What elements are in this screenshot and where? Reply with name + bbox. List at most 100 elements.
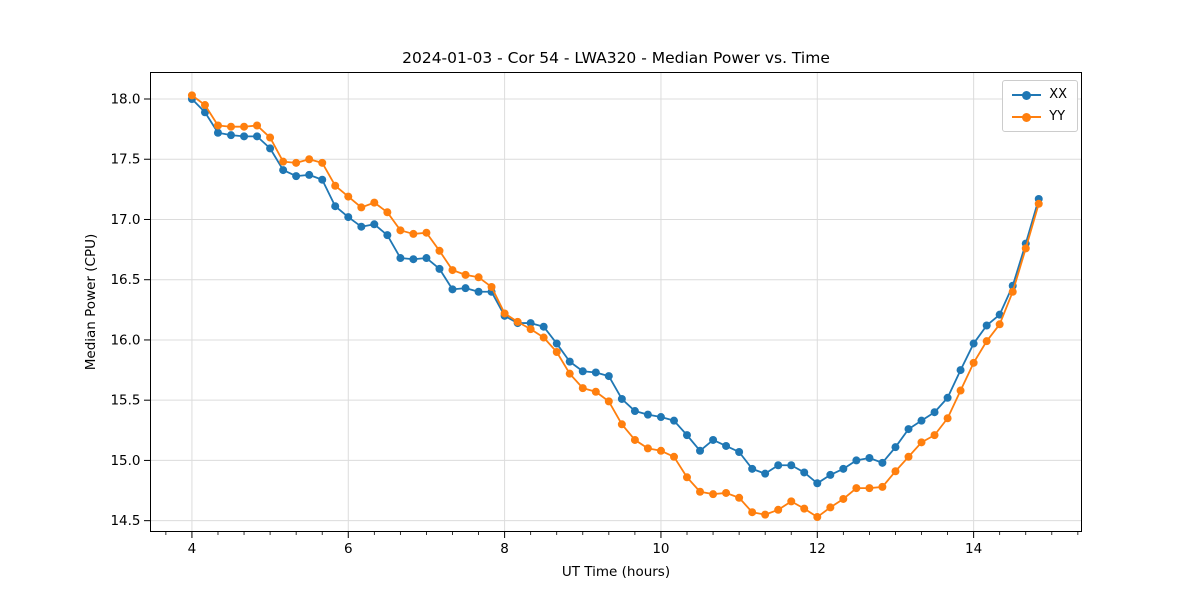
series-marker-YY	[344, 192, 353, 201]
series-marker-YY	[318, 158, 327, 167]
series-marker-XX	[761, 469, 770, 478]
series-marker-YY	[982, 337, 991, 346]
series-marker-YY	[422, 228, 431, 237]
series-marker-YY	[969, 358, 978, 367]
series-marker-YY	[435, 246, 444, 255]
series-marker-YY	[1034, 199, 1043, 208]
series-marker-XX	[227, 131, 236, 140]
series-marker-XX	[682, 431, 691, 440]
series-marker-YY	[305, 155, 314, 164]
series-marker-XX	[813, 479, 822, 488]
series-marker-YY	[487, 282, 496, 291]
series-marker-XX	[253, 132, 262, 141]
series-marker-XX	[591, 368, 600, 377]
series-marker-XX	[656, 413, 665, 422]
series-marker-XX	[982, 321, 991, 330]
data-series	[187, 91, 1043, 522]
series-marker-XX	[748, 464, 757, 473]
series-marker-XX	[331, 202, 340, 211]
series-marker-XX	[630, 407, 639, 416]
series-marker-YY	[370, 198, 379, 207]
series-marker-XX	[565, 357, 574, 366]
series-marker-XX	[904, 425, 913, 434]
series-marker-YY	[396, 226, 405, 235]
series-marker-YY	[383, 208, 392, 217]
series-marker-YY	[696, 487, 705, 496]
series-marker-YY	[878, 482, 887, 491]
series-marker-YY	[917, 438, 926, 447]
series-marker-XX	[604, 372, 613, 381]
y-tick-label: 18.0	[110, 92, 140, 108]
series-line-XX	[191, 98, 1040, 485]
series-marker-XX	[526, 319, 535, 328]
series-marker-YY	[748, 508, 757, 517]
series-marker-YY	[904, 452, 913, 461]
series-marker-XX	[643, 410, 652, 419]
tick-labels: 4 6 8 10 12 14 14.5 15.0 15.5 16.0 16.5 17.0 17.5 18.…	[110, 92, 982, 557]
x-tick-label: 6	[344, 541, 353, 557]
series-marker-XX	[839, 464, 848, 473]
series-marker-XX	[344, 213, 353, 222]
y-tick-label: 15.5	[110, 393, 140, 409]
y-tick-label: 16.5	[110, 272, 140, 288]
series-marker-YY	[930, 431, 939, 440]
series-marker-XX	[357, 222, 366, 231]
y-tick-label: 15.0	[110, 453, 140, 469]
series-marker-YY	[240, 122, 249, 131]
series-marker-XX	[696, 446, 705, 455]
series-marker-YY	[448, 266, 457, 275]
series-marker-YY	[617, 420, 626, 429]
series-marker-XX	[370, 220, 379, 229]
series-marker-XX	[435, 264, 444, 273]
x-tick-label: 4	[188, 541, 197, 557]
series-marker-YY	[213, 121, 222, 130]
series-marker-XX	[409, 255, 418, 264]
series-marker-XX	[539, 322, 548, 331]
series-marker-YY	[1008, 287, 1017, 296]
series-marker-XX	[917, 416, 926, 425]
x-axis-label: UT Time (hours)	[562, 564, 670, 580]
series-marker-XX	[930, 408, 939, 417]
series-marker-XX	[422, 254, 431, 263]
series-marker-XX	[943, 393, 952, 402]
series-marker-XX	[279, 166, 288, 175]
series-marker-YY	[200, 101, 209, 110]
y-tick-label: 14.5	[110, 513, 140, 529]
series-marker-XX	[852, 456, 861, 465]
plot-border	[150, 72, 1082, 532]
series-marker-YY	[604, 397, 613, 406]
series-marker-YY	[839, 494, 848, 503]
series-marker-YY	[552, 348, 561, 356]
series-marker-YY	[253, 121, 262, 130]
series-marker-XX	[318, 175, 327, 184]
legend-swatch-xx	[1012, 88, 1042, 102]
series-marker-YY	[500, 309, 509, 318]
series-marker-XX	[774, 461, 783, 470]
series-marker-YY	[865, 484, 874, 493]
series-marker-YY	[774, 505, 783, 514]
series-marker-XX	[956, 366, 965, 375]
series-marker-YY	[656, 446, 665, 455]
series-marker-XX	[617, 394, 626, 403]
series-marker-XX	[670, 416, 678, 425]
x-tick-label: 12	[809, 541, 826, 557]
y-tick-label: 16.0	[110, 332, 140, 348]
x-tick-label: 8	[500, 541, 509, 557]
series-marker-YY	[891, 467, 900, 476]
y-tick-label: 17.0	[110, 212, 140, 228]
series-marker-XX	[878, 458, 887, 467]
legend-label-xx: XX	[1049, 87, 1067, 102]
grid-lines	[150, 72, 1082, 532]
series-marker-XX	[200, 108, 209, 117]
series-marker-XX	[305, 170, 314, 179]
series-marker-YY	[474, 273, 483, 282]
series-marker-XX	[865, 454, 874, 463]
legend: XX YY	[1002, 80, 1078, 132]
series-marker-YY	[526, 325, 535, 334]
series-marker-XX	[266, 144, 275, 153]
series-marker-YY	[761, 510, 770, 519]
series-marker-XX	[826, 470, 835, 479]
series-marker-YY	[943, 414, 952, 423]
